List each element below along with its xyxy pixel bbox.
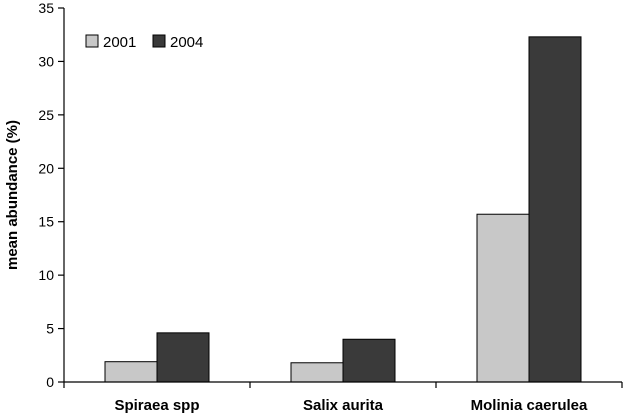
- legend-label-2001: 2001: [103, 34, 136, 51]
- y-tick-label: 35: [38, 0, 54, 16]
- bar-2004-spiraea-spp: [156, 332, 210, 383]
- category-label: Spiraea spp: [114, 397, 199, 414]
- bar-2001-spiraea-spp: [104, 361, 158, 383]
- bar-2001-molinia-caerulea: [476, 213, 530, 383]
- y-axis-title: mean abundance (%): [4, 120, 21, 270]
- y-ticks-group: 0 5 10 15 20 25 30 35: [38, 0, 64, 390]
- y-tick-label: 15: [38, 214, 54, 230]
- legend-swatch-2001: [85, 34, 99, 48]
- x-ticks-group: [63, 382, 623, 388]
- y-tick-label: 30: [38, 53, 54, 69]
- category-label: Molinia caerulea: [471, 397, 588, 414]
- bar-2004-molinia-caerulea: [528, 36, 582, 383]
- bar-2004-salix-aurita: [342, 338, 396, 383]
- category-label: Salix aurita: [303, 397, 384, 414]
- legend-label-2004: 2004: [170, 34, 203, 51]
- category-labels-group: Spiraea spp Salix aurita Molinia caerulea: [114, 397, 588, 414]
- bar-2001-salix-aurita: [290, 362, 344, 383]
- y-tick-label: 25: [38, 107, 54, 123]
- y-tick-label: 20: [38, 160, 54, 176]
- y-tick-label: 5: [46, 321, 54, 337]
- y-tick-label: 0: [46, 374, 54, 390]
- y-tick-label: 10: [38, 267, 54, 283]
- bars-group: [104, 36, 582, 383]
- legend-swatch-2004: [152, 34, 166, 48]
- legend: 2001 2004: [85, 34, 203, 51]
